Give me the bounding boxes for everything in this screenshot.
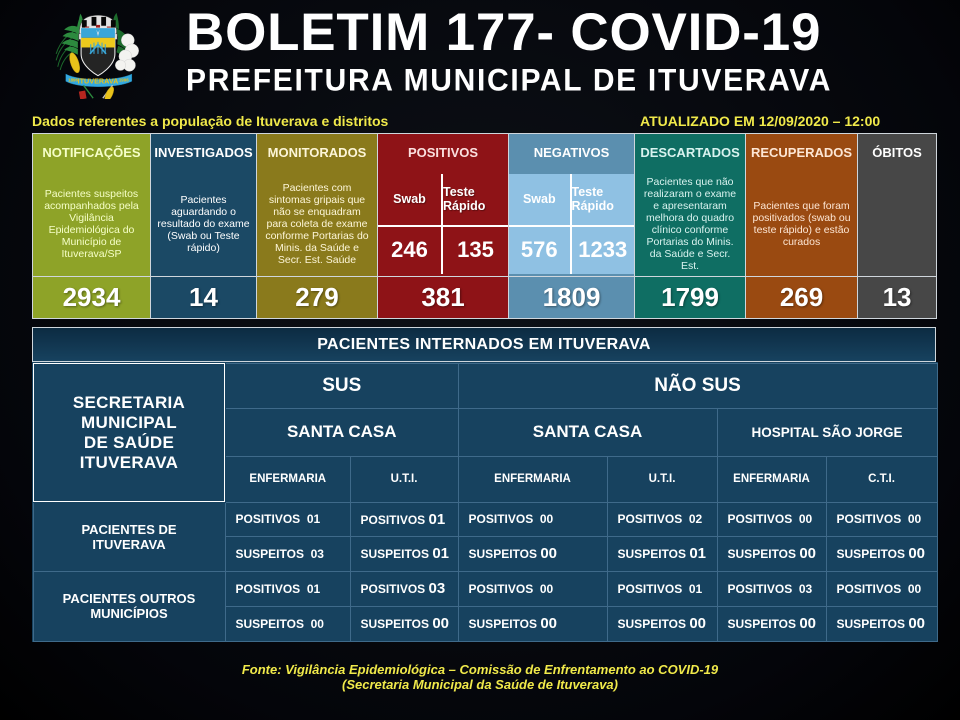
svg-text:1996: 1996 xyxy=(119,77,129,82)
svg-text:1896: 1896 xyxy=(68,77,78,82)
svg-text:ITUVERAVA: ITUVERAVA xyxy=(78,77,120,86)
